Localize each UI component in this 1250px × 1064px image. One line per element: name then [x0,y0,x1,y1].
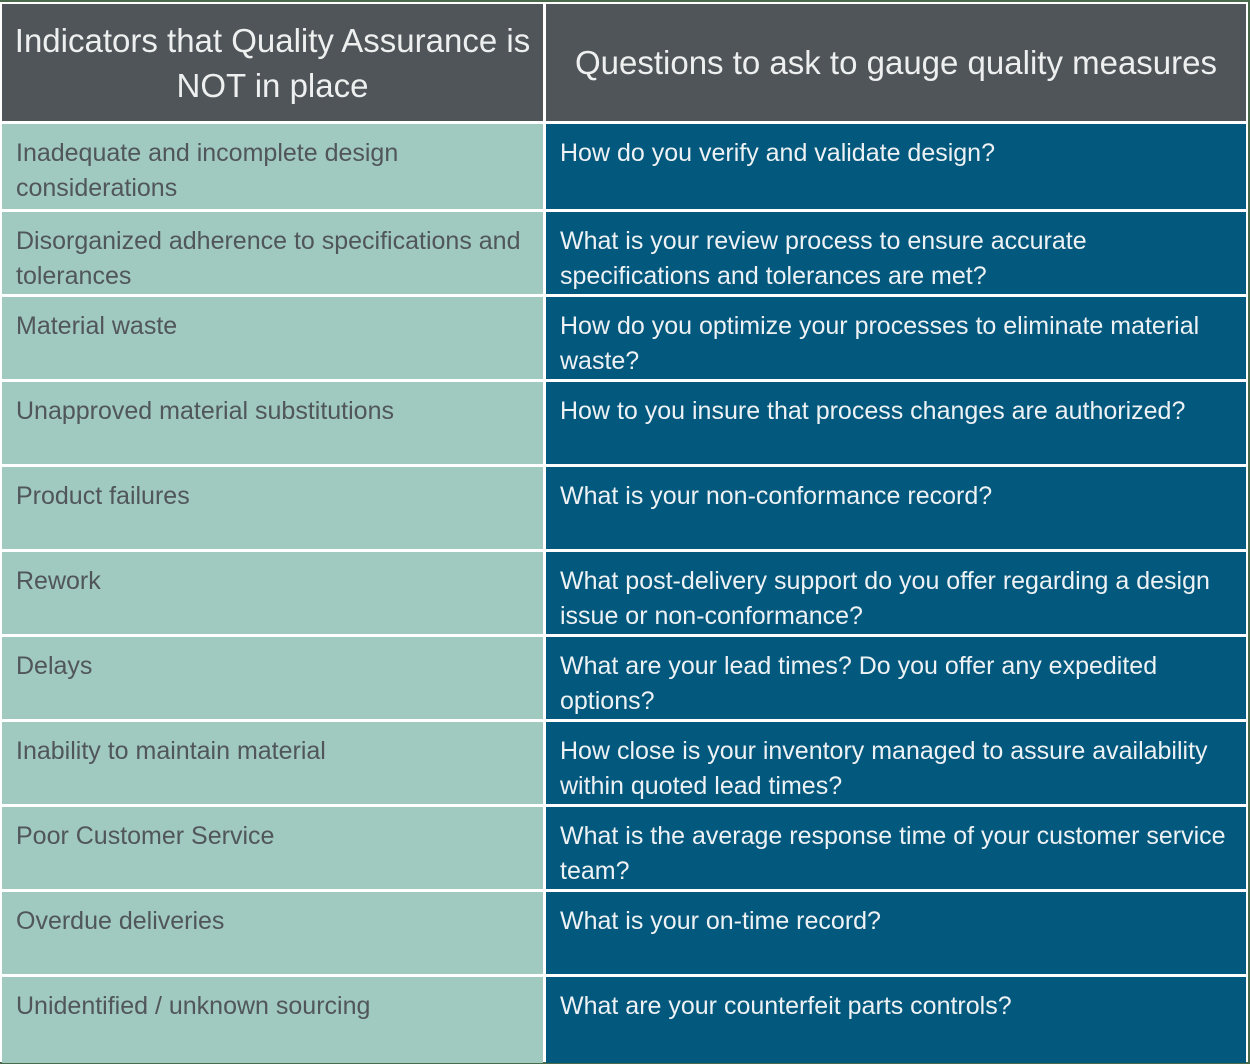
question-cell: How close is your inventory managed to a… [546,722,1246,804]
question-cell: What are your lead times? Do you offer a… [546,637,1246,719]
indicator-cell: Disorganized adherence to specifications… [2,212,543,294]
indicator-cell: Inadequate and incomplete design conside… [2,124,543,209]
question-cell: What post-delivery support do you offer … [546,552,1246,634]
header-indicators: Indicators that Quality Assurance is NOT… [2,4,543,121]
indicator-cell: Unapproved material substitutions [2,382,543,464]
question-cell: How do you optimize your processes to el… [546,297,1246,379]
indicator-cell: Unidentified / unknown sourcing [2,977,543,1063]
indicator-cell: Poor Customer Service [2,807,543,889]
header-questions: Questions to ask to gauge quality measur… [546,4,1246,121]
question-cell: What is your on-time record? [546,892,1246,974]
question-cell: What are your counterfeit parts controls… [546,977,1246,1063]
indicator-cell: Rework [2,552,543,634]
question-cell: What is the average response time of you… [546,807,1246,889]
question-cell: What is your non-conformance record? [546,467,1246,549]
quality-assurance-table: Indicators that Quality Assurance is NOT… [2,4,1246,1063]
question-cell: How do you verify and validate design? [546,124,1246,209]
indicator-cell: Material waste [2,297,543,379]
question-cell: How to you insure that process changes a… [546,382,1246,464]
indicator-cell: Inability to maintain material [2,722,543,804]
indicator-cell: Delays [2,637,543,719]
indicator-cell: Overdue deliveries [2,892,543,974]
indicator-cell: Product failures [2,467,543,549]
question-cell: What is your review process to ensure ac… [546,212,1246,294]
